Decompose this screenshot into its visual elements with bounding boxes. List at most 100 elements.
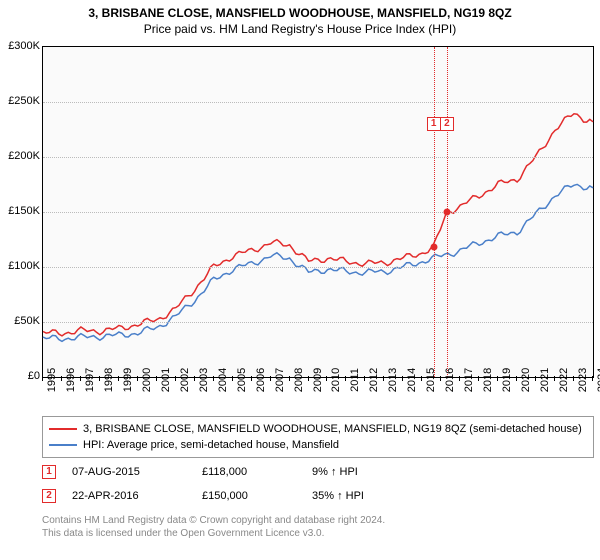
x-tick-label: 1995 — [46, 368, 58, 392]
sale-date: 07-AUG-2015 — [72, 466, 202, 478]
series-line — [43, 184, 593, 341]
footer-line-1: Contains HM Land Registry data © Crown c… — [42, 514, 385, 527]
chart-title: 3, BRISBANE CLOSE, MANSFIELD WOODHOUSE, … — [0, 0, 600, 20]
x-tick-label: 2008 — [293, 368, 305, 392]
x-tick-mark — [440, 376, 441, 381]
y-tick-label: £300K — [0, 40, 40, 52]
y-tick-label: £0 — [0, 370, 40, 382]
sale-price: £118,000 — [202, 466, 312, 478]
x-tick-label: 2003 — [198, 368, 210, 392]
y-tick-label: £100K — [0, 260, 40, 272]
sale-delta: 9% ↑ HPI — [312, 466, 422, 478]
x-tick-mark — [137, 376, 138, 381]
x-tick-mark — [42, 376, 43, 381]
x-tick-label: 2005 — [236, 368, 248, 392]
x-tick-mark — [80, 376, 81, 381]
x-tick-label: 2021 — [539, 368, 551, 392]
sale-row-marker: 1 — [42, 465, 56, 479]
x-tick-mark — [61, 376, 62, 381]
grid-line — [43, 157, 593, 158]
x-tick-mark — [421, 376, 422, 381]
legend-swatch — [49, 428, 77, 430]
sale-marker-box: 2 — [440, 117, 454, 131]
x-tick-mark — [592, 376, 593, 381]
grid-line — [43, 212, 593, 213]
sales-table: 1 07-AUG-2015£118,0009% ↑ HPI 2 22-APR-2016… — [42, 460, 594, 508]
x-tick-label: 2017 — [463, 368, 475, 392]
x-tick-mark — [535, 376, 536, 381]
x-tick-label: 2022 — [558, 368, 570, 392]
x-tick-mark — [175, 376, 176, 381]
sale-row-marker: 2 — [42, 489, 56, 503]
x-tick-mark — [478, 376, 479, 381]
x-tick-mark — [194, 376, 195, 381]
footer-line-2: This data is licensed under the Open Gov… — [42, 527, 385, 540]
x-tick-label: 1997 — [84, 368, 96, 392]
y-tick-label: £150K — [0, 205, 40, 217]
x-tick-mark — [289, 376, 290, 381]
chart-subtitle: Price paid vs. HM Land Registry's House … — [0, 20, 600, 40]
legend-swatch — [49, 444, 77, 446]
x-tick-mark — [459, 376, 460, 381]
x-tick-label: 2015 — [425, 368, 437, 392]
y-tick-label: £200K — [0, 150, 40, 162]
legend-label: HPI: Average price, semi-detached house,… — [83, 439, 339, 451]
sale-date: 22-APR-2016 — [72, 490, 202, 502]
x-tick-label: 2009 — [312, 368, 324, 392]
y-tick-label: £250K — [0, 95, 40, 107]
x-tick-mark — [232, 376, 233, 381]
x-tick-mark — [156, 376, 157, 381]
x-tick-label: 1999 — [122, 368, 134, 392]
x-tick-label: 2023 — [577, 368, 589, 392]
sale-delta: 35% ↑ HPI — [312, 490, 422, 502]
sale-row: 1 07-AUG-2015£118,0009% ↑ HPI — [42, 460, 594, 484]
sale-dot — [430, 244, 437, 251]
sale-price: £150,000 — [202, 490, 312, 502]
grid-line — [43, 267, 593, 268]
x-tick-label: 2011 — [349, 368, 361, 392]
legend-label: 3, BRISBANE CLOSE, MANSFIELD WOODHOUSE, … — [83, 423, 582, 435]
x-tick-label: 1998 — [103, 368, 115, 392]
x-tick-mark — [383, 376, 384, 381]
x-tick-label: 2020 — [520, 368, 532, 392]
x-tick-mark — [118, 376, 119, 381]
x-tick-mark — [308, 376, 309, 381]
x-tick-label: 2000 — [141, 368, 153, 392]
x-tick-mark — [251, 376, 252, 381]
x-tick-mark — [364, 376, 365, 381]
x-tick-mark — [573, 376, 574, 381]
chart-legend: 3, BRISBANE CLOSE, MANSFIELD WOODHOUSE, … — [42, 416, 594, 458]
x-tick-mark — [554, 376, 555, 381]
x-tick-label: 2024 — [596, 368, 600, 392]
sale-marker-box: 1 — [427, 117, 441, 131]
x-tick-label: 2016 — [444, 368, 456, 392]
x-tick-label: 2007 — [274, 368, 286, 392]
x-tick-mark — [516, 376, 517, 381]
sale-dot — [443, 209, 450, 216]
sale-row: 2 22-APR-2016£150,00035% ↑ HPI — [42, 484, 594, 508]
grid-line — [43, 102, 593, 103]
x-tick-mark — [326, 376, 327, 381]
x-tick-label: 2001 — [160, 368, 172, 392]
x-tick-label: 2006 — [255, 368, 267, 392]
x-tick-label: 2010 — [330, 368, 342, 392]
x-tick-label: 2018 — [482, 368, 494, 392]
chart-plot-area: 12 — [42, 46, 594, 378]
grid-line — [43, 322, 593, 323]
legend-item: HPI: Average price, semi-detached house,… — [49, 437, 587, 453]
x-tick-mark — [402, 376, 403, 381]
x-tick-mark — [99, 376, 100, 381]
x-tick-label: 2002 — [179, 368, 191, 392]
footer-attribution: Contains HM Land Registry data © Crown c… — [42, 514, 385, 540]
sale-vline — [434, 47, 435, 377]
y-tick-label: £50K — [0, 315, 40, 327]
x-tick-label: 2014 — [406, 368, 418, 392]
x-tick-mark — [345, 376, 346, 381]
x-tick-mark — [497, 376, 498, 381]
x-tick-mark — [213, 376, 214, 381]
x-tick-label: 1996 — [65, 368, 77, 392]
x-tick-label: 2019 — [501, 368, 513, 392]
x-tick-mark — [270, 376, 271, 381]
series-line — [43, 114, 593, 336]
legend-item: 3, BRISBANE CLOSE, MANSFIELD WOODHOUSE, … — [49, 421, 587, 437]
